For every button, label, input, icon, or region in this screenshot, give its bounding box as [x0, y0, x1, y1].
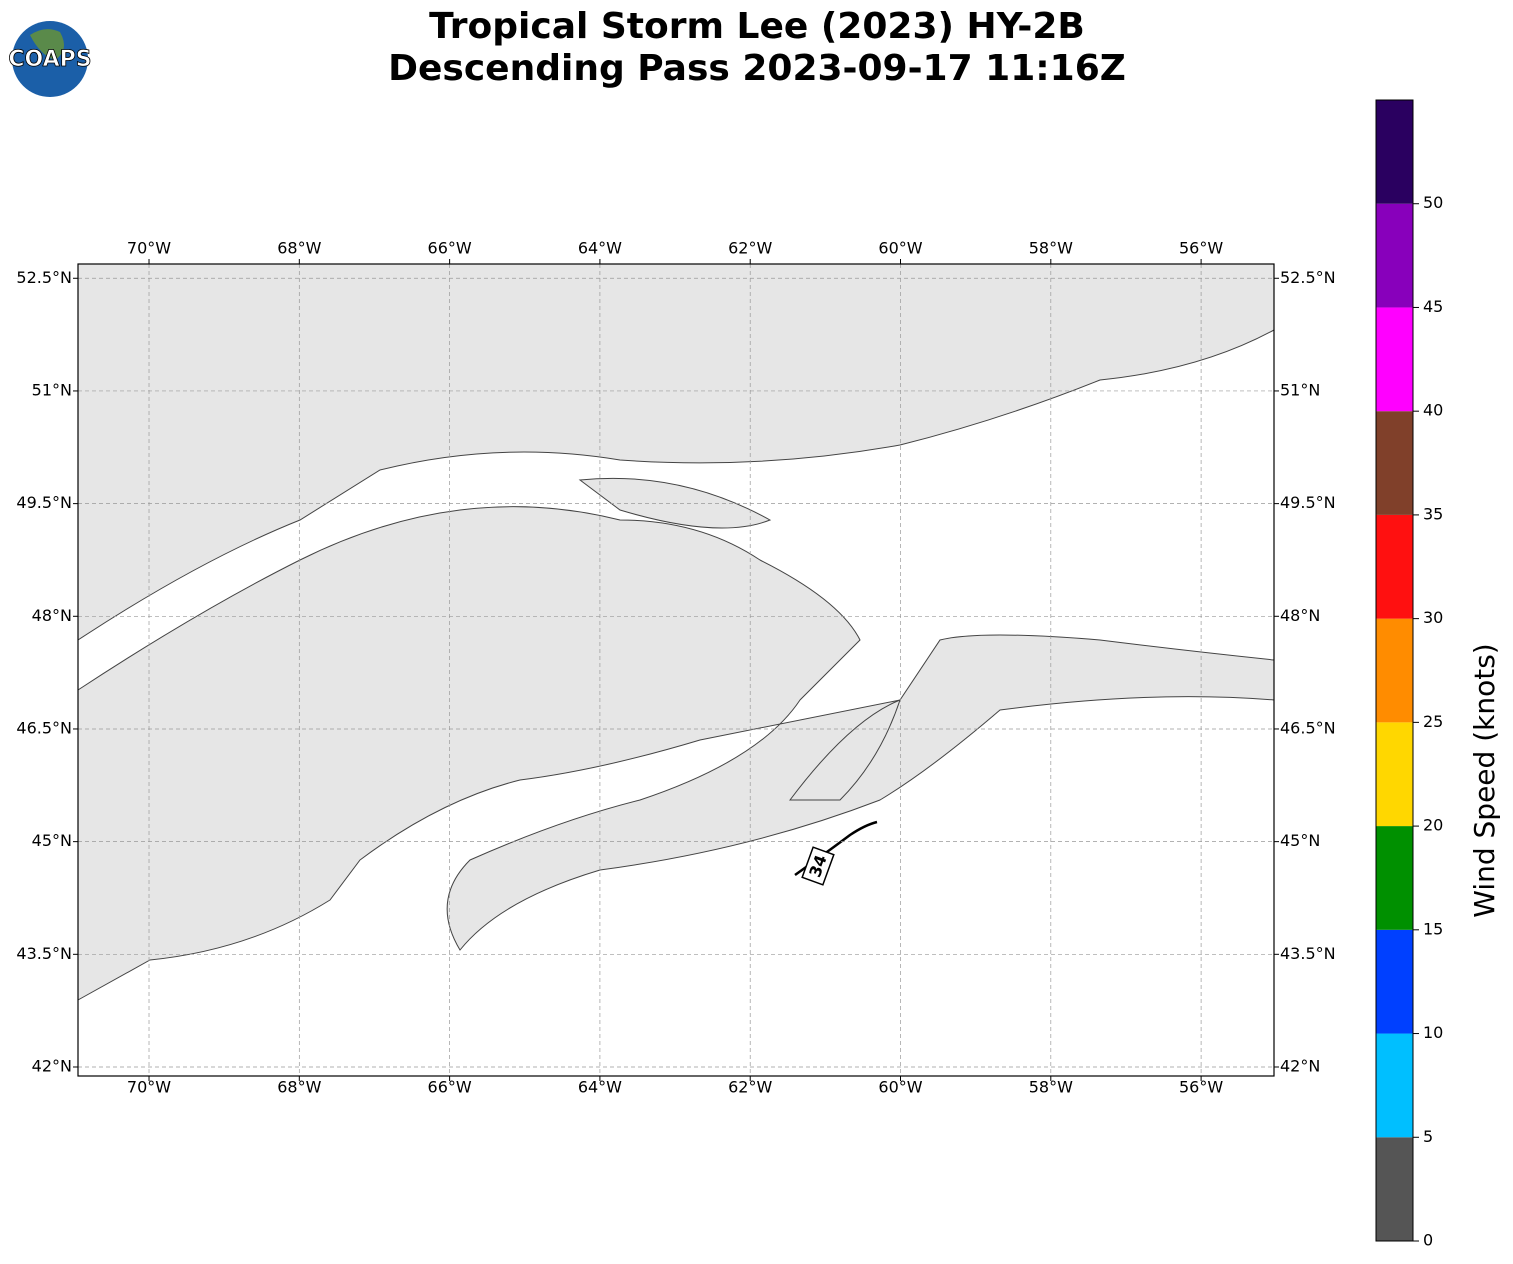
y-tick-label: 52.5°N [1280, 268, 1336, 287]
y-tick-label: 42°N [32, 1056, 72, 1075]
colorbar-tick-label: 5 [1423, 1127, 1433, 1146]
colorbar-segment [1376, 826, 1413, 930]
colorbar-tick-label: 50 [1423, 193, 1443, 212]
colorbar-tick-label: 0 [1423, 1231, 1433, 1250]
colorbar-tick-label: 15 [1423, 919, 1443, 938]
logo-land [30, 29, 64, 60]
logo-globe [12, 21, 88, 97]
x-tick-label: 60°W [878, 1078, 922, 1097]
x-tick-label: 56°W [1179, 1078, 1223, 1097]
water [77, 329, 1275, 1077]
contour-label-group: 34 [801, 846, 835, 886]
colorbar-tick-label: 25 [1423, 712, 1443, 731]
colorbar-segment [1376, 411, 1413, 515]
y-tick-label: 51°N [32, 380, 72, 399]
y-tick-label: 43.5°N [16, 944, 72, 963]
y-tick-label: 43.5°N [1280, 944, 1336, 963]
colorbar-segment [1376, 514, 1413, 619]
colorbar-tick-label: 35 [1423, 504, 1443, 523]
colorbar-label: Wind Speed (knots) [1468, 643, 1501, 917]
y-tick-label: 49.5°N [1280, 493, 1336, 512]
x-tick-label: 70°W [127, 239, 171, 258]
island [578, 477, 772, 529]
y-tick-label: 46.5°N [1280, 718, 1336, 737]
x-tick-label: 66°W [428, 239, 472, 258]
x-tick-label: 62°W [728, 239, 772, 258]
x-tick-label: 70°W [127, 1078, 171, 1097]
y-tick-label: 45°N [32, 831, 72, 850]
title-line: Tropical Storm Lee (2023) HY-2B [429, 6, 1085, 47]
colorbar-segment [1376, 1033, 1413, 1138]
y-tick-label: 51°N [1280, 380, 1320, 399]
colorbar-tick-label: 10 [1423, 1023, 1443, 1042]
x-tick-label: 68°W [277, 239, 321, 258]
colorbar-segment [1376, 307, 1413, 412]
x-tick-label: 60°W [878, 239, 922, 258]
y-tick-label: 48°N [32, 606, 72, 625]
colorbar-segment [1376, 100, 1413, 204]
colorbar-segment [1376, 722, 1413, 827]
x-tick-label: 68°W [277, 1078, 321, 1097]
island [788, 699, 901, 801]
x-tick-label: 64°W [578, 239, 622, 258]
title-line: Descending Pass 2023-09-17 11:16Z [388, 48, 1126, 89]
colorbar-segment [1376, 1137, 1413, 1241]
contour-label-box [801, 846, 835, 886]
y-tick-label: 48°N [1280, 606, 1320, 625]
colorbar-tick-label: 40 [1423, 401, 1443, 420]
map-frame [77, 263, 1275, 1077]
colorbar-segment [1376, 929, 1413, 1034]
x-tick-label: 66°W [428, 1078, 472, 1097]
y-tick-label: 52.5°N [16, 268, 72, 287]
colorbar-tick-label: 20 [1423, 816, 1443, 835]
colorbar-frame [1375, 99, 1414, 1242]
colorbar-tick-label: 45 [1423, 297, 1443, 316]
x-tick-label: 56°W [1179, 239, 1223, 258]
colorbar-segment [1376, 203, 1413, 308]
colorbar-tick-label: 30 [1423, 608, 1443, 627]
logo-text: COAPS [8, 47, 91, 72]
map: 34 [77, 264, 1275, 1077]
y-tick-label: 45°N [1280, 831, 1320, 850]
y-tick-label: 46.5°N [16, 718, 72, 737]
y-tick-label: 49.5°N [16, 493, 72, 512]
x-tick-label: 58°W [1029, 239, 1073, 258]
colorbar-segment [1376, 618, 1413, 723]
x-tick-label: 58°W [1029, 1078, 1073, 1097]
x-tick-label: 64°W [578, 1078, 622, 1097]
y-tick-label: 42°N [1280, 1056, 1320, 1075]
x-tick-label: 62°W [728, 1078, 772, 1097]
